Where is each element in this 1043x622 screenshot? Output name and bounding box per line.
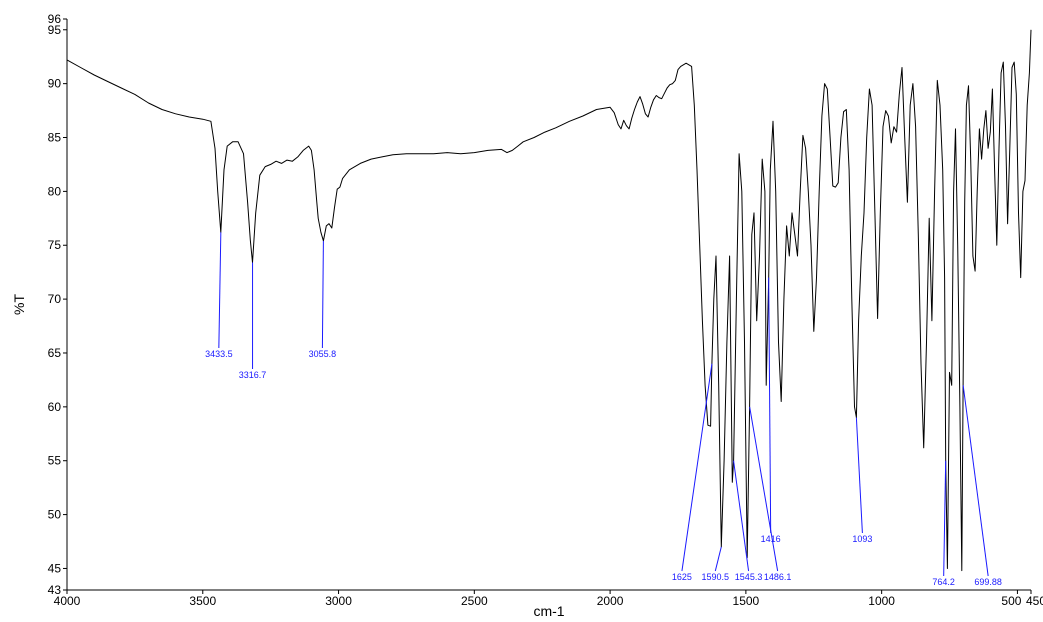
x-axis-ticks: 4000 3500 3000 2500 2000 1500 1000 500 450	[54, 590, 1043, 608]
spectrum-line	[66, 29, 1032, 572]
peak-label: 3055.8	[309, 349, 337, 359]
peak-label: 1545.3	[735, 572, 763, 582]
peak-annotations: 3433.5 3316.7 3055.8 1625 1590.5 1545.3 1486.1…	[205, 232, 1002, 587]
peak-leader-line	[714, 546, 722, 572]
peak-label: 764.2	[932, 577, 955, 587]
x-tick-label: 450	[1026, 594, 1043, 608]
peak-leader-line	[962, 385, 989, 577]
y-tick-label: 95	[48, 23, 62, 37]
peak-leader-line	[768, 277, 772, 534]
x-tick-label: 3500	[189, 594, 216, 608]
y-tick-label: 96	[48, 12, 62, 26]
peak-leader-line	[218, 232, 222, 349]
x-tick-label: 1500	[733, 594, 760, 608]
peak-leader-line	[733, 460, 750, 572]
y-tick-label: 50	[48, 508, 62, 522]
y-tick-label: 70	[48, 292, 62, 306]
y-tick-label: 85	[48, 131, 62, 145]
x-tick-label: 4000	[54, 594, 81, 608]
y-axis-title: %T	[11, 294, 27, 315]
peak-leader-line	[855, 417, 863, 534]
peak-label: 3316.7	[239, 370, 267, 380]
x-tick-label: 1000	[868, 594, 895, 608]
plot-frame	[66, 19, 1031, 591]
series-layer	[66, 29, 1032, 572]
peak-label: 1416	[761, 534, 781, 544]
y-tick-label: 45	[48, 561, 62, 575]
peak-label: 1590.5	[702, 572, 730, 582]
x-axis-title: cm-1	[533, 603, 564, 619]
peak-label: 699.88	[974, 577, 1002, 587]
peak-leader-line	[943, 460, 947, 577]
peak-label: 1486.1	[764, 572, 792, 582]
x-tick-label: 500	[1001, 594, 1021, 608]
y-tick-label: 75	[48, 238, 62, 252]
y-tick-label: 60	[48, 400, 62, 414]
y-tick-label: 90	[48, 77, 62, 91]
peak-label: 3433.5	[205, 349, 233, 359]
peak-label: 1093	[852, 534, 872, 544]
x-tick-label: 2500	[461, 594, 488, 608]
peak-leader-line	[749, 406, 779, 572]
y-tick-label: 55	[48, 454, 62, 468]
peak-label: 1625	[672, 572, 692, 582]
peak-leader-line	[321, 240, 324, 349]
peak-leader-line	[681, 363, 713, 572]
y-tick-label: 65	[48, 346, 62, 360]
x-tick-label: 3000	[325, 594, 352, 608]
y-tick-label: 43	[48, 583, 62, 597]
y-tick-label: 80	[48, 184, 62, 198]
x-tick-label: 2000	[597, 594, 624, 608]
